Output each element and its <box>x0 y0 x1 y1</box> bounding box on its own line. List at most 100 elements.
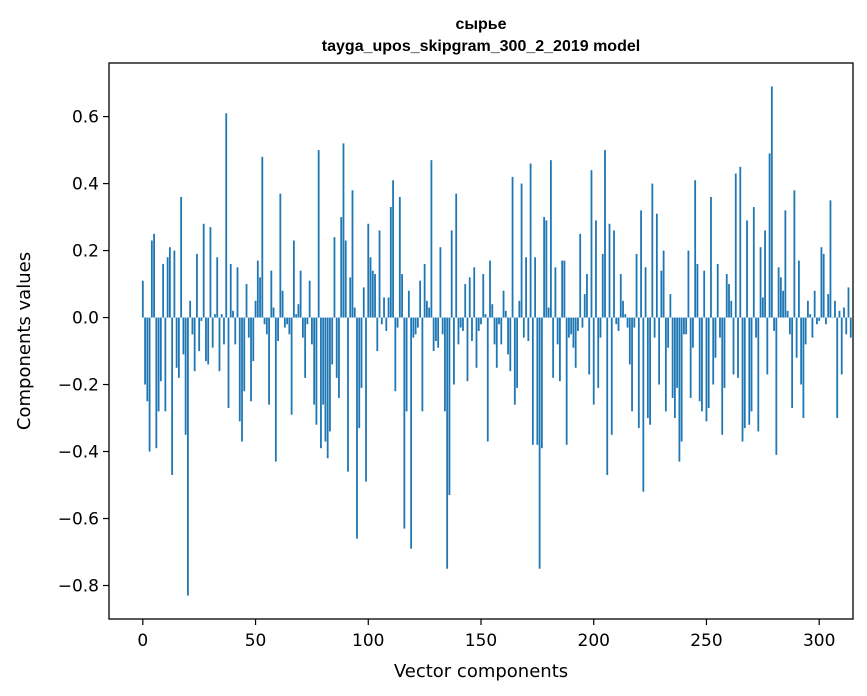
bar-170 <box>525 257 527 318</box>
bar-295 <box>807 300 809 318</box>
bar-63 <box>283 317 286 328</box>
bar-18 <box>182 317 185 355</box>
bar-52 <box>259 277 261 318</box>
bar-237 <box>676 317 679 388</box>
bar-243 <box>689 317 692 398</box>
y-tick-label: 0.4 <box>72 175 99 195</box>
bar-182 <box>552 317 555 378</box>
bar-55 <box>265 317 268 335</box>
plot-area-frame <box>108 62 854 620</box>
bar-61 <box>279 193 282 318</box>
bar-127 <box>428 307 431 318</box>
bar-141 <box>459 317 462 328</box>
bar-194 <box>579 233 582 318</box>
bar-181 <box>549 160 552 318</box>
bar-119 <box>410 317 413 549</box>
bar-118 <box>407 290 410 318</box>
bar-107 <box>383 297 385 318</box>
bar-50 <box>254 300 257 318</box>
bar-38 <box>227 317 230 408</box>
bar-96 <box>358 317 361 429</box>
bar-168 <box>520 183 523 318</box>
bar-285 <box>784 210 787 318</box>
bar-97 <box>360 317 363 388</box>
bar-23 <box>193 317 196 372</box>
bar-259 <box>725 274 728 318</box>
chart-title-line1: сырье <box>455 16 506 33</box>
bar-2 <box>146 317 149 402</box>
bar-294 <box>804 317 807 345</box>
bar-223 <box>644 267 647 318</box>
bar-266 <box>741 317 744 442</box>
bar-274 <box>759 247 762 318</box>
bar-263 <box>734 173 737 318</box>
bar-146 <box>471 317 473 341</box>
bar-200 <box>592 317 595 405</box>
bar-120 <box>412 317 415 338</box>
bar-261 <box>730 300 733 318</box>
bar-260 <box>728 284 730 318</box>
bar-110 <box>389 207 392 318</box>
bar-53 <box>261 156 264 318</box>
bar-137 <box>450 230 453 318</box>
bar-233 <box>667 317 670 348</box>
bar-41 <box>234 317 237 345</box>
bar-307 <box>834 300 836 318</box>
bar-1 <box>144 317 146 385</box>
bar-202 <box>597 317 600 388</box>
bar-288 <box>791 317 794 408</box>
bar-271 <box>752 207 755 318</box>
bar-216 <box>628 317 631 365</box>
bar-124 <box>421 317 424 412</box>
bar-139 <box>455 193 458 318</box>
bar-224 <box>646 317 649 419</box>
bar-287 <box>788 317 791 335</box>
bar-79 <box>320 317 322 449</box>
x-axis-ticks: 0 50 100 150 200 250 300 <box>137 619 835 651</box>
bar-161 <box>504 310 507 318</box>
bar-72 <box>304 317 307 378</box>
bar-283 <box>779 277 782 318</box>
y-tick-label: −0.4 <box>58 443 99 463</box>
bar-175 <box>536 317 539 445</box>
bar-33 <box>216 257 219 318</box>
bar-211 <box>617 317 620 331</box>
bar-253 <box>712 317 715 385</box>
bar-95 <box>356 317 358 539</box>
bar-121 <box>414 317 417 335</box>
bar-201 <box>595 220 597 318</box>
bar-240 <box>683 317 685 335</box>
bar-82 <box>326 317 329 459</box>
bar-291 <box>797 260 800 318</box>
bar-302 <box>822 253 825 318</box>
bar-178 <box>543 217 546 318</box>
bar-91 <box>347 317 349 472</box>
bar-25 <box>198 317 201 352</box>
y-tick-label: −0.2 <box>58 376 99 396</box>
bar-156 <box>493 317 496 345</box>
bar-164 <box>511 176 514 318</box>
bar-34 <box>218 317 221 372</box>
bar-64 <box>286 317 289 325</box>
bar-3 <box>148 317 151 452</box>
bar-20 <box>187 317 189 596</box>
bar-213 <box>622 300 624 318</box>
bar-189 <box>568 317 570 338</box>
bar-280 <box>773 317 775 331</box>
x-tick-label: 200 <box>578 631 610 651</box>
bar-286 <box>786 310 789 318</box>
bar-303 <box>825 317 827 325</box>
bar-197 <box>586 274 588 318</box>
bar-309 <box>838 310 841 318</box>
x-tick-label: 250 <box>690 631 722 651</box>
bar-147 <box>473 267 476 318</box>
bar-122 <box>416 317 419 328</box>
bar-149 <box>477 317 480 331</box>
bar-9 <box>162 263 165 318</box>
bar-126 <box>425 300 428 318</box>
bar-186 <box>561 260 564 318</box>
bar-115 <box>401 274 403 318</box>
bar-40 <box>232 310 234 318</box>
bar-246 <box>696 263 699 318</box>
